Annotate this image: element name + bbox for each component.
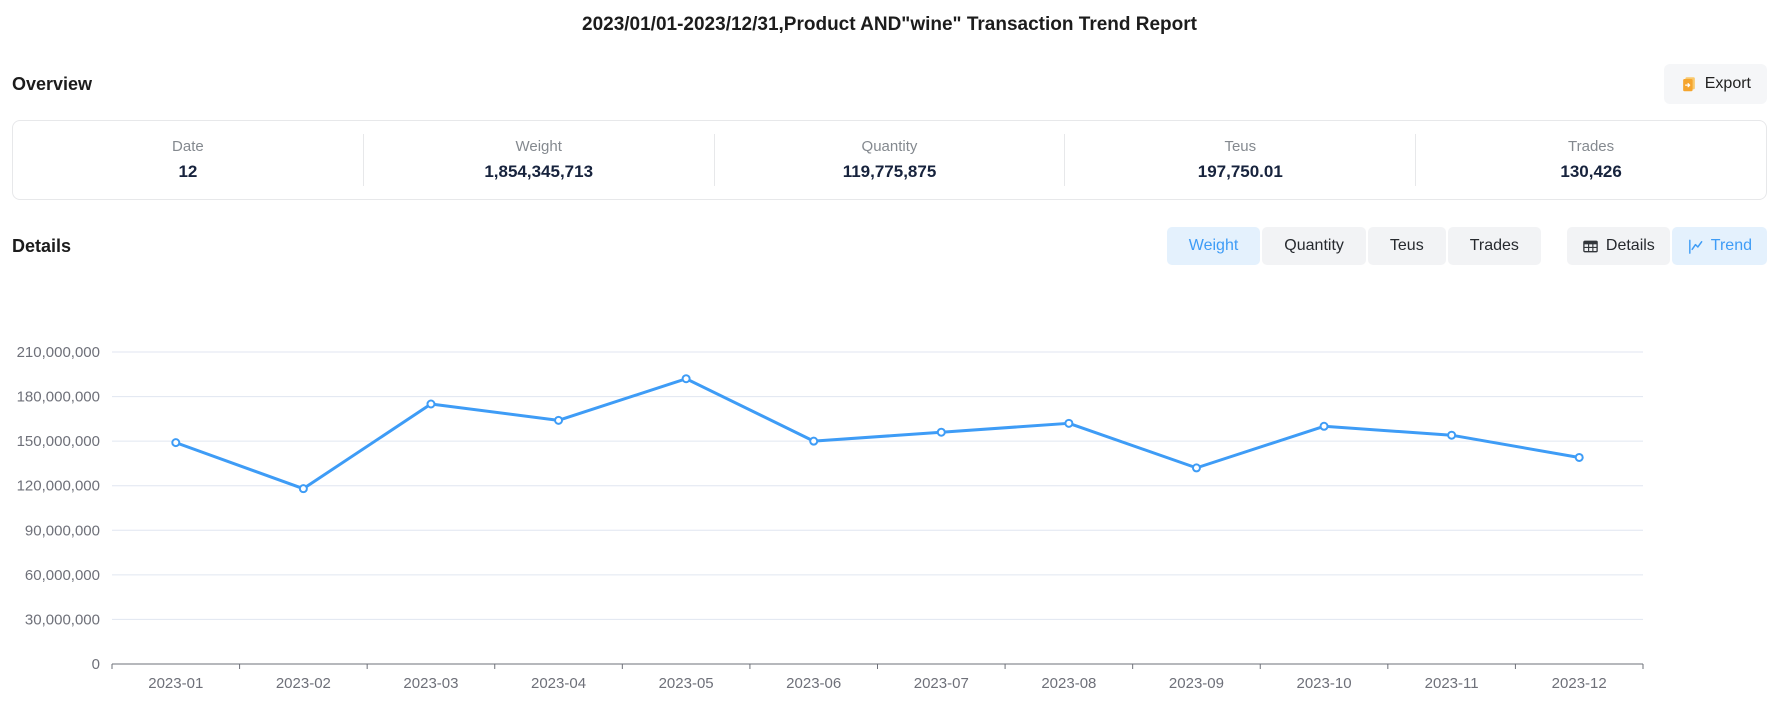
svg-text:0: 0 [92,656,100,673]
export-button-label: Export [1704,75,1751,92]
page-title: 2023/01/01-2023/12/31,Product AND"wine" … [582,14,1197,35]
svg-text:2023-08: 2023-08 [1041,675,1096,692]
svg-text:2023-04: 2023-04 [531,675,586,692]
line-chart-icon [1687,238,1704,255]
stat-label: Date [172,138,204,155]
stat-value: 197,750.01 [1197,162,1283,181]
metric-tab-group: Weight Quantity Teus Trades [1166,227,1541,265]
tab-details-view[interactable]: Details [1566,227,1670,265]
details-controls: Weight Quantity Teus Trades Details [1166,227,1767,265]
svg-text:2023-06: 2023-06 [786,675,841,692]
svg-text:2023-01: 2023-01 [148,675,203,692]
svg-text:2023-07: 2023-07 [914,675,969,692]
stat-label: Teus [1224,138,1257,155]
svg-text:150,000,000: 150,000,000 [17,433,100,450]
svg-text:2023-03: 2023-03 [403,675,458,692]
trend-chart[interactable]: 0 30,000,000 60,000,000 90,000,000 120,000,0… [0,274,1779,703]
divider [713,134,715,186]
stat-label: Trades [1568,138,1615,155]
svg-text:180,000,000: 180,000,000 [17,389,100,406]
overview-heading: Overview [12,73,93,94]
svg-text:120,000,000: 120,000,000 [17,478,100,495]
export-icon [1680,75,1698,93]
stat-value: 119,775,875 [842,162,937,181]
svg-text:90,000,000: 90,000,000 [25,522,100,539]
stat-value: 12 [178,162,198,181]
stat-weight: Weight 1,854,345,713 [364,138,714,182]
svg-text:60,000,000: 60,000,000 [25,567,100,584]
tab-trend-view-label: Trend [1710,237,1752,254]
svg-text:2023-12: 2023-12 [1552,675,1607,692]
divider [1415,134,1417,186]
overview-stats-card: Date 12 Weight 1,854,345,713 Quantity 11… [12,120,1767,200]
stat-label: Weight [515,138,562,155]
table-icon [1582,238,1599,255]
stat-teus: Teus 197,750.01 [1065,138,1415,182]
svg-text:2023-10: 2023-10 [1297,675,1352,692]
svg-text:2023-09: 2023-09 [1169,675,1224,692]
svg-text:2023-05: 2023-05 [659,675,714,692]
details-header-row: Details Weight Quantity Teus Trades Deta… [0,226,1779,266]
tab-trend-view[interactable]: Trend [1671,227,1767,265]
stat-label: Quantity [861,138,918,155]
trend-chart-area[interactable]: 0 30,000,000 60,000,000 90,000,000 120,000,0… [0,274,1779,703]
details-heading: Details [12,235,72,256]
divider [362,134,364,186]
stat-date: Date 12 [13,138,363,182]
stat-value: 1,854,345,713 [484,162,594,181]
view-tab-group: Details Trend [1566,227,1767,265]
export-button[interactable]: Export [1663,64,1767,104]
svg-text:2023-11: 2023-11 [1425,675,1479,692]
svg-text:2023-02: 2023-02 [276,675,331,692]
divider [1064,134,1066,186]
stat-value: 130,426 [1560,162,1622,181]
tab-trades[interactable]: Trades [1447,227,1541,265]
svg-text:30,000,000: 30,000,000 [25,611,100,628]
tab-details-view-label: Details [1605,237,1655,254]
stat-trades: Trades 130,426 [1416,138,1766,182]
tab-teus[interactable]: Teus [1367,227,1446,265]
stat-quantity: Quantity 119,775,875 [715,138,1065,182]
svg-text:210,000,000: 210,000,000 [17,344,100,361]
tab-weight[interactable]: Weight [1166,227,1261,265]
overview-header-row: Overview Export [0,62,1779,106]
tab-quantity[interactable]: Quantity [1262,227,1366,265]
